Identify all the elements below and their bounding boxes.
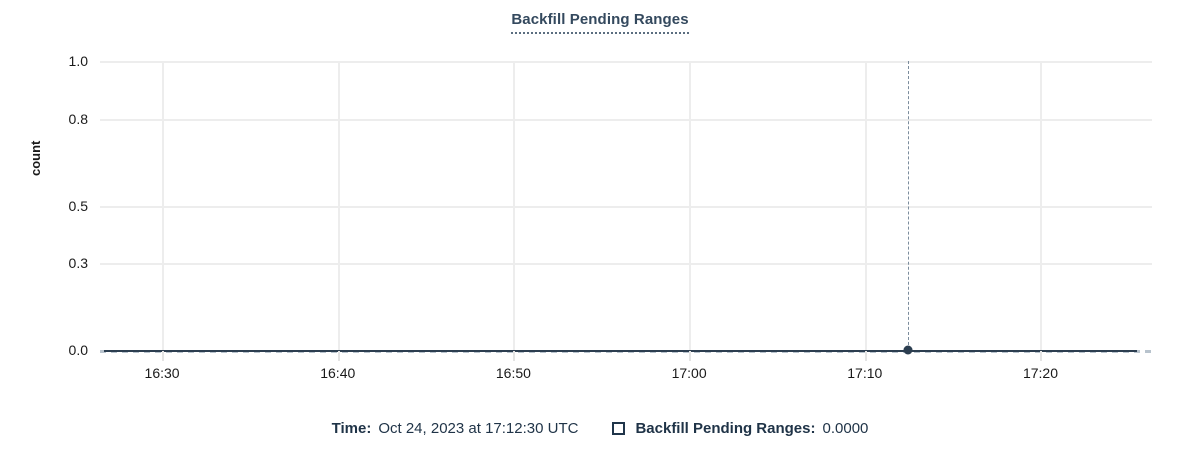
y-tick-label: 1.0: [68, 53, 88, 69]
tooltip-time-group: Time: Oct 24, 2023 at 17:12:30 UTC: [332, 420, 579, 437]
x-axis: 16:30 16:40 16:50 17:00 17:10 17:20: [100, 351, 1152, 391]
crosshair-data-point[interactable]: [903, 345, 913, 355]
y-tick-label: 0.0: [68, 342, 88, 358]
y-axis-tick-labels: 1.0 0.8 0.5 0.3 0.0: [0, 53, 88, 358]
x-tick-label: 17:00: [671, 365, 707, 381]
gridline-vertical: [337, 61, 340, 350]
page-title: Backfill Pending Ranges: [511, 11, 689, 34]
gridline-horizontal: [100, 118, 1152, 121]
x-tick-label: 16:30: [144, 365, 180, 381]
legend-series-label: Backfill Pending Ranges:: [635, 420, 816, 437]
legend-series-value: 0.0000: [822, 420, 869, 437]
gridline-vertical: [513, 61, 516, 350]
x-tick-mark: [864, 351, 867, 361]
y-tick-label: 0.3: [68, 255, 88, 272]
x-tick-label: 16:40: [320, 365, 356, 381]
series-line-backfill-pending-ranges: [104, 350, 1138, 352]
y-tick-label: 0.5: [68, 197, 88, 214]
x-tick-mark: [337, 351, 340, 361]
gridline-vertical: [1040, 61, 1043, 350]
y-tick-label: 0.8: [68, 110, 88, 127]
x-tick-label: 17:20: [1022, 365, 1059, 381]
x-tick-mark: [162, 351, 165, 361]
gridline-horizontal: [100, 61, 1152, 63]
gridline-vertical: [864, 61, 867, 350]
tooltip-time-value: Oct 24, 2023 at 17:12:30 UTC: [378, 420, 579, 437]
chart-title-container: Backfill Pending Ranges: [0, 11, 1200, 34]
legend-swatch-icon[interactable]: [612, 422, 626, 435]
legend-item-backfill-pending-ranges[interactable]: Backfill Pending Ranges: 0.0000: [612, 420, 868, 437]
chart-footer-legend: Time: Oct 24, 2023 at 17:12:30 UTC Backf…: [0, 420, 1200, 437]
x-tick-mark: [1040, 351, 1043, 361]
crosshair-vertical-line: [907, 61, 909, 350]
gridline-horizontal: [100, 205, 1152, 208]
x-tick-label: 17:10: [847, 365, 883, 381]
tooltip-time-label: Time:: [331, 420, 372, 437]
x-tick-mark: [689, 351, 692, 361]
plot-area[interactable]: [100, 61, 1152, 355]
gridline-horizontal: [100, 263, 1152, 266]
gridline-vertical: [689, 61, 692, 350]
x-tick-label: 16:50: [495, 365, 531, 381]
x-tick-mark: [513, 351, 516, 361]
gridline-vertical: [162, 61, 165, 350]
